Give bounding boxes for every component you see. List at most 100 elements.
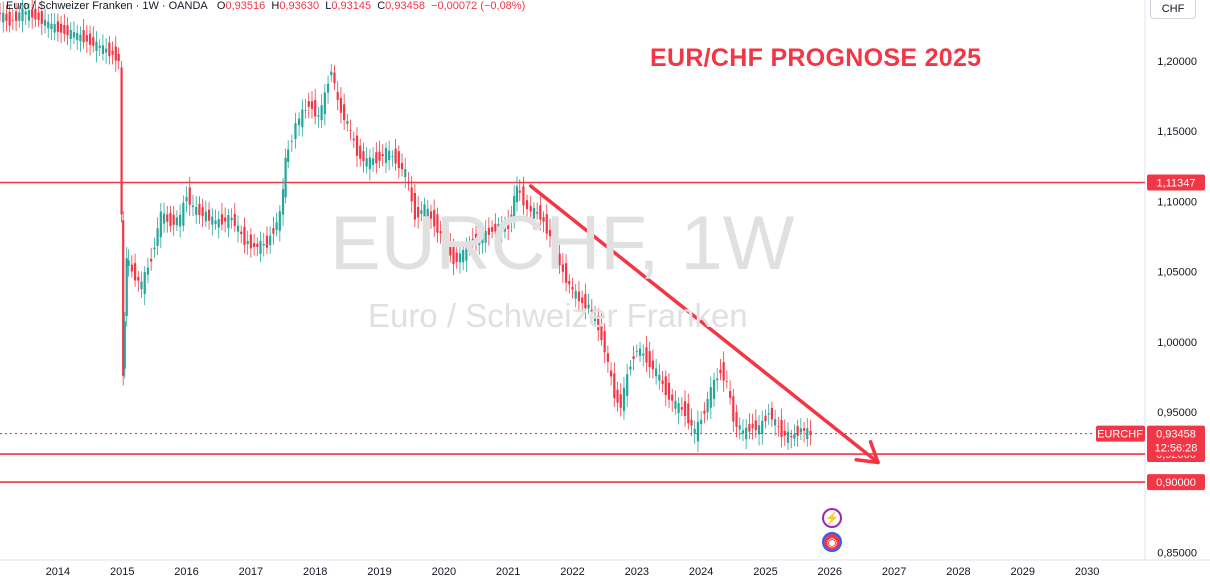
candle-body xyxy=(619,394,622,408)
candle-body xyxy=(458,253,462,263)
candle-body xyxy=(478,235,481,246)
candle-body xyxy=(706,398,709,413)
candle-body xyxy=(166,214,169,222)
candle-body xyxy=(339,97,343,113)
candle-body xyxy=(722,362,725,381)
candle-body xyxy=(5,13,8,21)
candle-body xyxy=(207,209,211,221)
candle-body xyxy=(143,272,146,295)
candle-body xyxy=(664,376,667,396)
candle-body xyxy=(525,200,529,210)
price-axis: 1,20000 1,15000 1,10000 1,05000 1,00000 0,950… xyxy=(1157,56,1197,559)
candle-body xyxy=(417,207,420,218)
candle-body xyxy=(240,231,243,234)
candle-body xyxy=(156,228,159,246)
candle-body xyxy=(741,430,745,434)
candle-body xyxy=(774,419,777,426)
time-tick-label: 2029 xyxy=(1011,566,1035,578)
price-tick-label: 0,95000 xyxy=(1157,407,1197,419)
candle-body xyxy=(577,291,581,302)
candle-body xyxy=(326,83,330,93)
candle-body xyxy=(764,415,767,422)
candle-body xyxy=(272,228,275,234)
candle-body xyxy=(593,316,597,322)
change-value: −0,00072 (−0,08%) xyxy=(431,0,526,12)
candle-body xyxy=(539,205,542,220)
candle-body xyxy=(72,32,76,38)
candle-body xyxy=(287,149,290,162)
candle-body xyxy=(284,157,287,198)
candle-body xyxy=(290,141,293,142)
candle-body xyxy=(658,374,661,381)
candle-body xyxy=(27,10,31,21)
time-tick-label: 2020 xyxy=(432,566,456,578)
candle-body xyxy=(712,379,716,399)
candle-body xyxy=(783,430,786,436)
level-label: 0,90000 xyxy=(1156,477,1196,489)
candle-body xyxy=(88,33,92,45)
candle-body xyxy=(651,360,655,370)
candle-body xyxy=(343,104,346,121)
candle-body xyxy=(700,419,703,425)
time-tick-label: 2027 xyxy=(882,566,906,578)
candle-body xyxy=(249,234,252,249)
candle-body xyxy=(728,391,732,398)
candle-body xyxy=(76,32,79,41)
level-tag xyxy=(1147,174,1205,191)
candle-body xyxy=(224,217,227,222)
candle-body xyxy=(117,53,120,62)
currency-button[interactable]: CHF xyxy=(1150,0,1196,19)
candle-body xyxy=(381,154,384,157)
candle-body xyxy=(101,45,105,55)
instrument-label[interactable]: Euro / Schweizer Franken · 1W · OANDA xyxy=(6,0,208,12)
candle-body xyxy=(645,347,648,363)
watermark-symbol: EURCHF, 1W xyxy=(330,201,795,286)
candle-body xyxy=(120,67,123,215)
price-tick-label: 1,15000 xyxy=(1157,126,1197,138)
candle-body xyxy=(233,213,236,226)
candle-body xyxy=(487,227,490,236)
candle-body xyxy=(439,231,442,234)
time-tick-label: 2023 xyxy=(625,566,649,578)
candle-body xyxy=(371,158,375,165)
candle-body xyxy=(462,250,465,263)
candle-body xyxy=(137,276,140,281)
watermark-name: Euro / Schweizer Franken xyxy=(368,297,748,334)
candle-body xyxy=(683,401,687,417)
time-tick-label: 2018 xyxy=(303,566,327,578)
candle-body xyxy=(770,407,774,420)
candle-body xyxy=(442,236,445,243)
candle-body xyxy=(201,207,204,217)
candle-body xyxy=(179,214,182,227)
candle-body xyxy=(60,23,63,33)
candle-body xyxy=(146,267,150,275)
candle-body xyxy=(317,115,320,117)
candle-body xyxy=(384,148,388,163)
candle-body xyxy=(355,135,359,156)
candle-body xyxy=(375,152,378,164)
candle-body xyxy=(587,304,590,309)
candle-body xyxy=(391,156,394,157)
level-tag xyxy=(1147,474,1205,491)
candle-body xyxy=(481,233,484,244)
candle-body xyxy=(635,350,638,352)
current-price-tag xyxy=(1147,425,1205,456)
candle-body xyxy=(561,264,564,272)
candle-body xyxy=(378,151,381,161)
candle-body xyxy=(590,309,593,313)
candle-body xyxy=(490,227,494,232)
candle-body xyxy=(745,427,748,440)
globe-icon[interactable]: ◉ xyxy=(822,532,842,552)
candle-body xyxy=(703,410,706,414)
candle-body xyxy=(98,45,101,48)
lightning-icon[interactable]: ⚡ xyxy=(822,508,842,528)
low-label: L xyxy=(325,0,332,12)
symbol-tag xyxy=(1096,425,1145,442)
time-tick-label: 2025 xyxy=(753,566,777,578)
candle-body xyxy=(133,263,137,281)
high-value: 0,93630 xyxy=(279,0,320,12)
candle-body xyxy=(626,374,629,396)
candle-body xyxy=(609,370,613,377)
close-label: C xyxy=(377,0,386,12)
